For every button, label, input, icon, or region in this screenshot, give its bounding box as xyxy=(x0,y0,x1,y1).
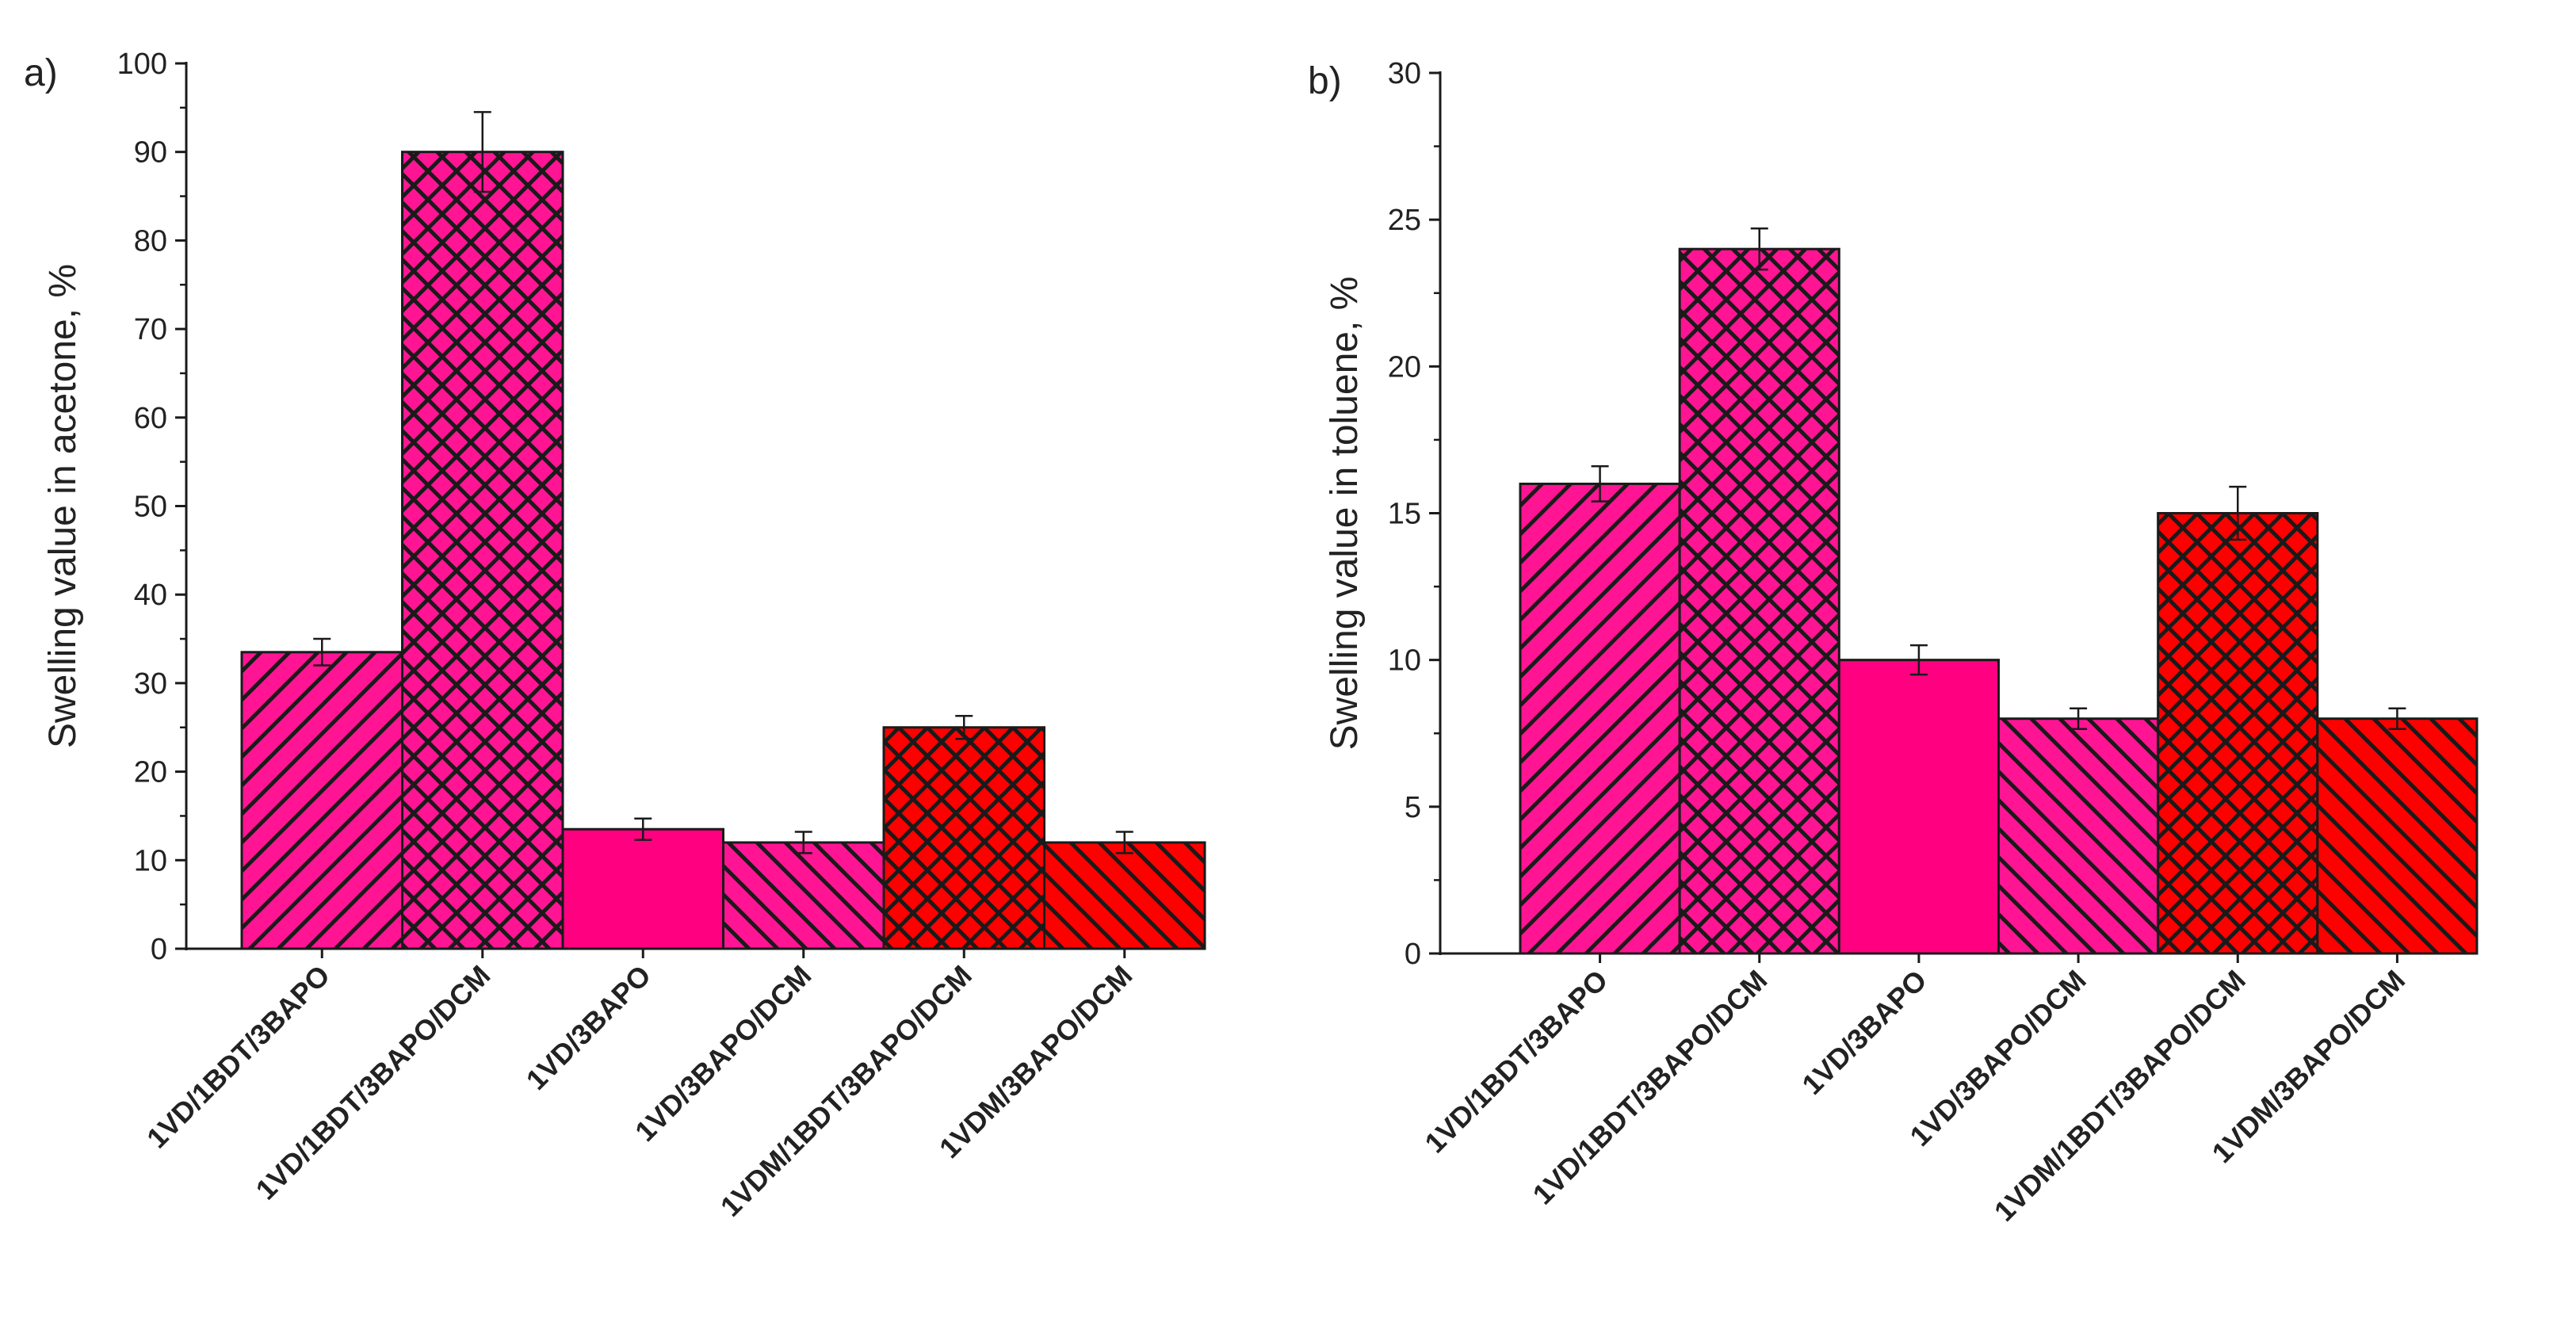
error-bar-6 xyxy=(2388,707,2406,730)
y-tick-label: 0 xyxy=(151,933,167,966)
error-bar-1 xyxy=(313,637,331,667)
y-tick-label: 90 xyxy=(134,136,167,170)
bar-4 xyxy=(722,841,885,950)
bar-1 xyxy=(240,651,403,950)
y-tick-label: 40 xyxy=(134,579,167,612)
bar-2 xyxy=(1678,247,1840,955)
bar-4 xyxy=(1997,717,2160,955)
y-axis-title: Swelling value in toluene, % xyxy=(1324,277,1366,751)
y-tick-label: 10 xyxy=(134,844,167,877)
error-bar-2 xyxy=(1750,227,1768,271)
error-bar-5 xyxy=(2229,485,2247,541)
category-label: 1VD/3BAPO xyxy=(520,959,657,1096)
category-label: 1VDM/1BDT/3BAPO/DCM xyxy=(1988,964,2252,1228)
y-tick-label: 60 xyxy=(134,402,167,435)
error-bar-4 xyxy=(794,831,812,854)
y-tick-label: 20 xyxy=(134,756,167,789)
error-bar-5 xyxy=(955,714,973,740)
error-bar-3 xyxy=(1909,644,1928,676)
y-tick-label: 80 xyxy=(134,224,167,258)
error-bar-6 xyxy=(1115,831,1133,854)
chart-toluene: 0510152025301VD/1BDT/3BAPO1VD/1BDT/3BAPO… xyxy=(1308,57,2479,1228)
error-bar-1 xyxy=(1591,464,1609,503)
bar-1 xyxy=(1519,482,1681,955)
chart-acetone: 01020304050607080901001VD/1BDT/3BAPO1VD/… xyxy=(24,48,1206,1223)
category-label: 1VD/3BAPO xyxy=(1795,964,1932,1101)
y-axis-title: Swelling value in acetone, % xyxy=(42,264,84,748)
bar-3 xyxy=(1837,659,2000,955)
error-bar-4 xyxy=(2070,707,2088,730)
bar-5 xyxy=(2157,512,2319,955)
bar-2 xyxy=(401,151,564,950)
y-tick-label: 50 xyxy=(134,491,167,524)
bar-6 xyxy=(2316,717,2479,955)
bar-6 xyxy=(1043,841,1206,950)
y-tick-label: 30 xyxy=(134,667,167,701)
y-tick-label: 100 xyxy=(117,48,167,81)
bar-3 xyxy=(561,827,724,950)
y-tick-label: 30 xyxy=(1388,57,1421,90)
y-tick-label: 15 xyxy=(1388,498,1421,531)
panel-label: a) xyxy=(24,52,58,94)
y-tick-label: 20 xyxy=(1388,350,1421,384)
y-tick-label: 5 xyxy=(1405,791,1421,824)
y-tick-label: 70 xyxy=(134,313,167,346)
bar-5 xyxy=(882,726,1045,950)
error-bar-2 xyxy=(473,111,491,193)
error-bar-3 xyxy=(634,817,652,841)
y-tick-label: 25 xyxy=(1388,204,1421,237)
category-label: 1VDM/1BDT/3BAPO/DCM xyxy=(714,959,978,1223)
category-label: 1VD/3BAPO/DCM xyxy=(629,959,817,1148)
y-tick-label: 0 xyxy=(1405,938,1421,971)
panel-label: b) xyxy=(1308,60,1342,102)
y-tick-label: 10 xyxy=(1388,644,1421,678)
category-label: 1VD/3BAPO/DCM xyxy=(1903,964,2092,1152)
